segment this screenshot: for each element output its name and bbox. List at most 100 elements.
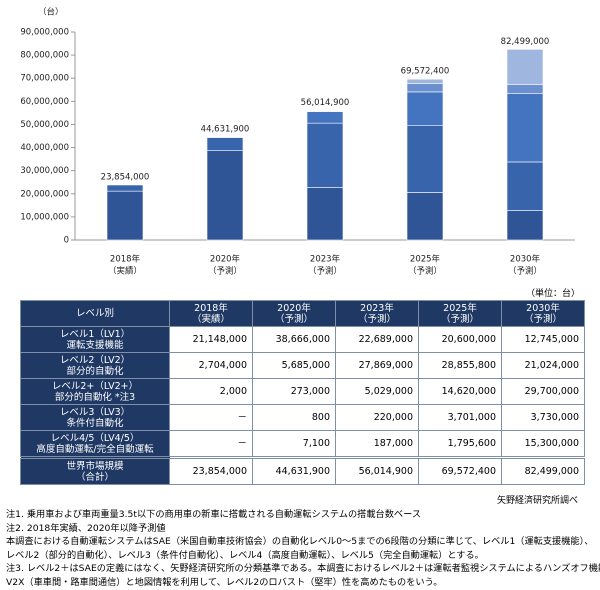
table-cell: － xyxy=(169,404,253,431)
unit-note: （単位：台） xyxy=(525,289,580,299)
notes: 注1. 乗用車および車両重量3.5t以下の商用車の新車に搭載される自動運転システ… xyxy=(6,508,600,590)
table-cell: 800 xyxy=(252,404,336,431)
cell-text: 2025年 xyxy=(443,302,477,314)
x-tick-label: 2020年 xyxy=(210,254,241,265)
bar-segment xyxy=(506,84,544,94)
bar-segment xyxy=(406,125,444,193)
total-label: 44,631,900 xyxy=(201,124,250,134)
x-tick-label: （予測） xyxy=(208,266,242,277)
bar-segment xyxy=(406,83,444,93)
total-label: 56,014,900 xyxy=(301,98,350,108)
y-tick-label: 30,000,000 xyxy=(20,166,69,176)
header-cell: 2020年 （予測） xyxy=(252,300,336,327)
bar-segment xyxy=(506,49,544,85)
table-cell: 2,000 xyxy=(169,378,253,405)
cell-text: レベル2（LV2） xyxy=(59,354,131,366)
table-cell: 1,795,600 xyxy=(418,430,502,458)
row-label: レベル2（LV2） 部分的自動化 xyxy=(20,352,170,379)
x-tick-label: 2030年 xyxy=(510,254,541,265)
table-row: レベル3（LV3） 条件付自動化－ 800 220,000 3,701,000 3,730… xyxy=(20,404,585,431)
x-tick-label: （予測） xyxy=(408,266,442,277)
table-cell: 5,685,000 xyxy=(252,352,336,379)
table-cell: 56,014,900 xyxy=(335,456,419,485)
cell-text: （予測） xyxy=(523,313,562,325)
bar-segment xyxy=(106,184,144,192)
cell-text: （予測） xyxy=(440,313,479,325)
cell-text: 世界市場規模 xyxy=(66,460,124,472)
table-cell: 3,701,000 xyxy=(418,404,502,431)
header-cell: 2023年 （予測） xyxy=(335,300,419,327)
bar-segment xyxy=(306,122,344,188)
cell-text: 運転支援機能 xyxy=(66,339,124,351)
cell-text: 条件付自動化 xyxy=(66,417,124,429)
y-tick-label: 10,000,000 xyxy=(20,212,69,222)
row-label: レベル2+（LV2+） 部分的自動化 *注3 xyxy=(20,378,170,405)
table-cell: 273,000 xyxy=(252,378,336,405)
cell-text: 2020年 xyxy=(277,302,311,314)
unit-label: （台） xyxy=(38,7,64,18)
y-tick-label: 70,000,000 xyxy=(20,74,69,84)
total-label: 23,854,000 xyxy=(101,172,150,182)
row-label: レベル3（LV3） 条件付自動化 xyxy=(20,404,170,431)
table-cell: 22,689,000 xyxy=(335,326,419,353)
y-tick-label: 0 xyxy=(64,236,69,246)
cell-text: レベル2+（LV2+） xyxy=(51,380,139,392)
bar-segment xyxy=(106,190,144,241)
table-cell: 21,148,000 xyxy=(169,326,253,353)
table-cell: 38,666,000 xyxy=(252,326,336,353)
table-row: 世界市場規模 （合計） 23,854,000 44,631,900 56,014,900… xyxy=(20,456,585,485)
note-line: レベル2（部分的自動化）、レベル3（条件付自動化）、レベル4（高度自動運転）、レ… xyxy=(6,549,484,561)
bar-segment xyxy=(406,91,444,127)
header-cell: 2025年 （予測） xyxy=(418,300,502,327)
cell-text: （実績） xyxy=(191,313,230,325)
header-cell: 2030年 （予測） xyxy=(501,300,585,327)
header-cell: レベル別 xyxy=(20,300,170,327)
y-tick-label: 50,000,000 xyxy=(20,120,69,130)
cell-text: レベル3（LV3） xyxy=(59,406,131,418)
table-cell: 5,029,000 xyxy=(335,378,419,405)
cell-text: 部分的自動化 xyxy=(66,365,124,377)
cell-text: レベル別 xyxy=(75,308,114,319)
row-label: 世界市場規模 （合計） xyxy=(20,456,170,485)
table-row: レベル2（LV2） 部分的自動化 2,704,000 5,685,000 27,869,… xyxy=(20,352,585,379)
bar-segment xyxy=(306,187,344,241)
table-cell: 82,499,000 xyxy=(501,456,585,485)
table-cell: － xyxy=(169,430,253,458)
row-label: レベル4/5（LV4/5） 高度自動運転/完全自動運転 xyxy=(20,430,170,458)
note-line: 注2. 2018年実績、2020年以降予測値 xyxy=(6,522,166,534)
table-row: レベル4/5（LV4/5） 高度自動運転/完全自動運転－ 7,100 187,000 1… xyxy=(20,430,585,458)
source: 矢野経済研究所調べ xyxy=(496,496,578,506)
table-cell: 220,000 xyxy=(335,404,419,431)
table-row: レベル2+（LV2+） 部分的自動化 *注3 2,000 273,000 5,029,0… xyxy=(20,378,585,405)
table-cell: 27,869,000 xyxy=(335,352,419,379)
row-label: レベル1（LV1） 運転支援機能 xyxy=(20,326,170,353)
bar-segment xyxy=(206,150,244,241)
note-line: 本調査における自動運転システムはSAE（米国自動車技術協会）の自動化レベル0～5… xyxy=(6,536,594,548)
table-cell: 15,300,000 xyxy=(501,430,585,458)
y-tick-label: 60,000,000 xyxy=(20,97,69,107)
y-tick-label: 80,000,000 xyxy=(20,51,69,61)
bar-segment xyxy=(306,111,344,124)
bar-segment xyxy=(406,78,444,84)
header-row: レベル別 2018年 （実績） 2020年 （予測） 2023年 （予測） 2025年 （予測）… xyxy=(20,300,585,327)
note-line: 注3. レベル2＋はSAEの定義にはなく、矢野経済研究所の分類基準である。本調査… xyxy=(6,563,600,575)
cell-text: レベル4/5（LV4/5） xyxy=(50,432,140,444)
bar-segment xyxy=(406,192,444,241)
cell-text: （予測） xyxy=(357,313,396,325)
chart: （台） 0 10,000,000 20,000,000 30,000,000 40,00… xyxy=(20,7,575,277)
table-cell: 20,600,000 xyxy=(418,326,502,353)
cell-text: （予測） xyxy=(274,313,313,325)
table-cell: 23,854,000 xyxy=(169,456,253,485)
total-label: 69,572,400 xyxy=(401,67,450,77)
cell-text: レベル1（LV1） xyxy=(59,328,131,340)
note-line: 注1. 乗用車および車両重量3.5t以下の商用車の新車に搭載される自動運転システ… xyxy=(6,509,422,520)
y-tick-label: 20,000,000 xyxy=(20,189,69,199)
note-line: V2X（車車間・路車間通信）と地図情報を利用して、レベル2のロバスト（堅牢）性を… xyxy=(6,576,443,588)
table-cell: 3,730,000 xyxy=(501,404,585,431)
data-table: レベル別 2018年 （実績） 2020年 （予測） 2023年 （予測） 2025年 （予測）… xyxy=(20,300,585,485)
table-cell: 69,572,400 xyxy=(418,456,502,485)
table-cell: 7,100 xyxy=(252,430,336,458)
total-label: 82,499,000 xyxy=(501,37,550,47)
cell-text: （合計） xyxy=(75,471,114,483)
